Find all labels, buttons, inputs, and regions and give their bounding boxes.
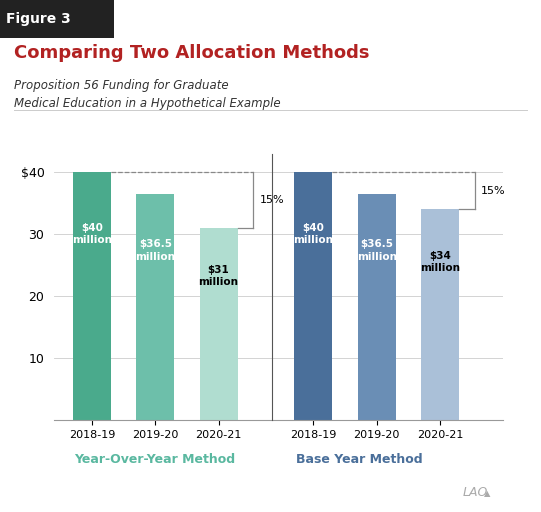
Bar — [200, 228, 237, 420]
Bar — [421, 209, 459, 420]
Text: Medical Education in a Hypothetical Example: Medical Education in a Hypothetical Exam… — [14, 97, 280, 110]
Bar — [73, 172, 111, 420]
Text: $31
million: $31 million — [199, 265, 239, 287]
Text: $36.5
million: $36.5 million — [135, 239, 175, 262]
Text: $40
million: $40 million — [293, 223, 333, 245]
Text: ▲: ▲ — [484, 488, 491, 498]
Text: Comparing Two Allocation Methods: Comparing Two Allocation Methods — [14, 44, 369, 61]
Text: Base Year Method: Base Year Method — [296, 453, 423, 466]
Text: Year-Over-Year Method: Year-Over-Year Method — [74, 453, 235, 466]
Text: Figure 3: Figure 3 — [6, 12, 71, 27]
Bar — [358, 194, 395, 420]
Text: $36.5
million: $36.5 million — [357, 239, 397, 262]
Text: $40
million: $40 million — [72, 223, 112, 245]
Text: $34
million: $34 million — [420, 251, 460, 273]
Text: 15%: 15% — [260, 195, 284, 205]
Text: LAO: LAO — [463, 486, 488, 499]
Text: Proposition 56 Funding for Graduate: Proposition 56 Funding for Graduate — [14, 79, 228, 92]
Bar — [136, 194, 174, 420]
Text: 15%: 15% — [481, 186, 506, 196]
Bar — [294, 172, 332, 420]
